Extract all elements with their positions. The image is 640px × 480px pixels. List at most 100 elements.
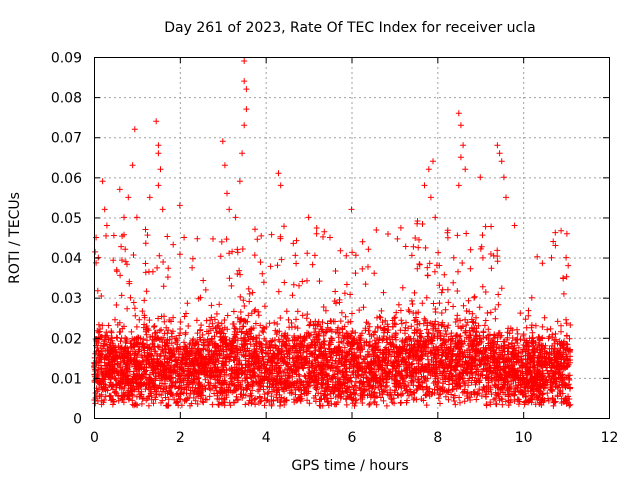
data-point	[397, 327, 404, 334]
data-point	[240, 297, 247, 304]
data-point	[502, 398, 509, 405]
data-point	[274, 262, 281, 269]
data-point	[392, 331, 399, 338]
data-point	[236, 267, 243, 274]
data-point	[321, 228, 328, 235]
data-point	[194, 235, 201, 242]
data-point	[158, 336, 165, 342]
data-point	[237, 271, 244, 278]
data-point	[460, 378, 467, 385]
data-point	[421, 315, 428, 322]
data-point	[251, 252, 258, 259]
data-point	[292, 252, 299, 259]
data-point	[127, 294, 134, 301]
data-point	[92, 248, 99, 255]
data-point	[488, 391, 495, 398]
data-point	[337, 247, 344, 254]
data-point	[119, 325, 126, 332]
data-point	[245, 285, 252, 292]
data-point	[423, 294, 430, 301]
data-point	[414, 265, 421, 272]
data-point	[347, 291, 354, 298]
data-point	[380, 397, 387, 404]
data-point	[238, 329, 245, 336]
data-point	[242, 392, 249, 399]
data-point	[256, 394, 263, 401]
data-point	[187, 390, 194, 397]
data-point	[293, 237, 300, 244]
data-point	[343, 401, 350, 408]
data-point	[558, 227, 565, 234]
data-point	[296, 395, 303, 402]
data-point	[338, 309, 345, 316]
data-point	[445, 299, 452, 306]
data-point	[189, 255, 196, 262]
data-point	[416, 236, 422, 243]
data-point	[100, 343, 107, 350]
data-point	[252, 226, 258, 233]
data-point	[376, 390, 383, 396]
data-point	[218, 238, 225, 245]
data-point	[126, 278, 133, 285]
data-point	[461, 398, 468, 405]
data-point	[420, 397, 427, 404]
data-point	[398, 320, 405, 327]
data-point	[436, 262, 443, 269]
data-point	[151, 323, 158, 329]
data-point	[357, 385, 364, 392]
data-point	[415, 244, 422, 251]
data-point	[426, 260, 433, 267]
data-point	[230, 308, 237, 315]
data-point	[178, 402, 185, 409]
data-point	[539, 260, 546, 267]
data-point	[434, 328, 441, 335]
data-point	[306, 321, 313, 328]
data-point	[455, 268, 461, 275]
data-point	[459, 260, 466, 266]
data-point	[243, 374, 250, 381]
data-point	[371, 270, 378, 277]
data-point	[385, 231, 391, 237]
data-point	[242, 401, 249, 408]
data-point	[410, 243, 417, 250]
data-point	[108, 329, 115, 336]
data-point	[286, 324, 293, 331]
data-point	[461, 338, 468, 345]
data-point	[289, 292, 296, 299]
data-point	[364, 375, 371, 382]
data-point	[327, 390, 334, 397]
data-point	[179, 351, 186, 358]
data-point	[354, 346, 361, 353]
data-point	[444, 286, 451, 293]
data-point	[304, 250, 311, 257]
data-point	[552, 229, 559, 236]
data-point	[223, 236, 230, 243]
data-point	[142, 240, 149, 247]
data-point	[381, 387, 388, 394]
data-point	[217, 253, 224, 260]
data-point	[430, 330, 436, 337]
data-point	[457, 317, 464, 324]
data-point	[124, 305, 131, 312]
data-point	[312, 347, 319, 354]
data-point	[150, 383, 157, 390]
data-point	[455, 323, 462, 330]
data-point	[475, 378, 482, 385]
data-point	[440, 388, 447, 395]
data-point	[312, 398, 319, 405]
data-point	[316, 402, 323, 409]
data-point	[234, 249, 241, 256]
data-point	[166, 317, 173, 323]
data-point	[241, 303, 248, 309]
data-point	[410, 310, 417, 316]
data-point	[563, 230, 570, 237]
data-point	[246, 290, 253, 297]
data-point	[533, 374, 540, 381]
data-point	[164, 233, 171, 240]
data-point	[552, 330, 559, 337]
data-point	[438, 289, 445, 296]
data-point	[320, 304, 327, 310]
data-point	[548, 387, 554, 393]
data-point	[164, 402, 171, 409]
data-point	[442, 306, 449, 313]
